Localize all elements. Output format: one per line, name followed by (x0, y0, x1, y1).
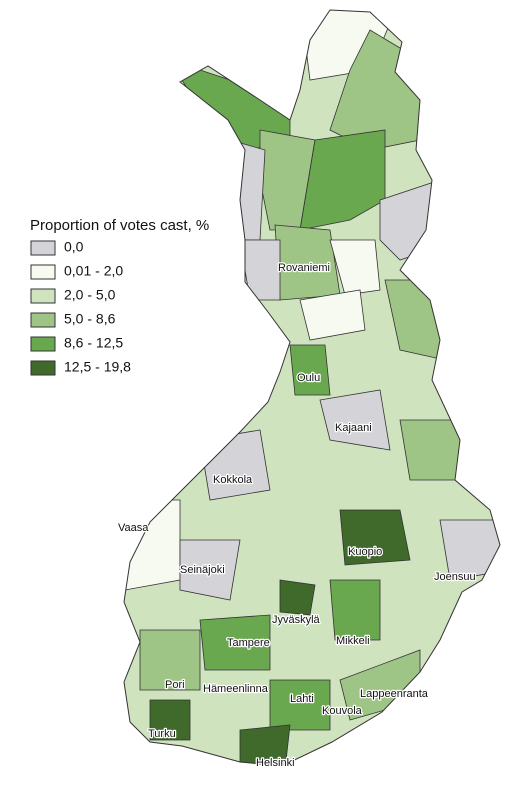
city-label: Kajaani (335, 422, 372, 434)
region (229, 139, 266, 241)
legend-label: 8,6 - 12,5 (64, 335, 123, 351)
city-label: Mikkeli (336, 635, 370, 647)
legend-title: Proportion of votes cast, % (30, 217, 209, 234)
legend-swatch (30, 360, 56, 376)
region (124, 499, 181, 591)
city-label: Kouvola (322, 705, 363, 717)
legend-label: 2,0 - 5,0 (64, 287, 116, 303)
region (239, 239, 281, 301)
region (399, 419, 461, 481)
legend: 0,0 0,01 - 2,0 2,0 - 5,0 5,0 - 8,6 8,6 - 12,… (30, 239, 131, 376)
city-label: Hämeenlinna (203, 683, 269, 695)
region (199, 614, 271, 671)
city-label: Jyväskylä (272, 614, 321, 626)
country-outline (123, 9, 501, 767)
region (239, 724, 291, 766)
city-label: Seinäjoki (180, 564, 225, 576)
region (299, 129, 386, 231)
region (269, 679, 331, 731)
city-labels: Rovaniemi Oulu Kajaani Kokkola Vaasa Kuopio Se… (117, 261, 477, 771)
city-label: Vaasa (118, 522, 149, 534)
city-label: Turku (148, 728, 176, 740)
city-label: Helsinki (256, 757, 295, 769)
legend-swatch (30, 288, 56, 304)
city-label: Lappeenranta (360, 688, 429, 700)
region (279, 579, 316, 616)
region (329, 239, 381, 296)
city-label: Kokkola (213, 474, 253, 486)
legend-swatch (30, 264, 56, 280)
city-label: Lahti (290, 693, 314, 705)
region (149, 699, 191, 741)
legend-swatch (30, 240, 56, 256)
region (199, 429, 271, 501)
legend-label: 5,0 - 8,6 (64, 311, 116, 327)
legend-label: 0,01 - 2,0 (64, 263, 123, 279)
city-label: Tampere (227, 637, 270, 649)
region (179, 539, 241, 601)
city-label: Kuopio (348, 546, 382, 558)
city-label: Pori (165, 679, 185, 691)
city-label: Joensuu (434, 571, 476, 583)
region (339, 509, 411, 566)
region (289, 344, 331, 396)
region (139, 629, 201, 691)
legend-swatch (30, 312, 56, 328)
city-label: Rovaniemi (278, 262, 330, 274)
region (319, 389, 391, 451)
legend-swatch (30, 336, 56, 352)
city-label: Oulu (297, 372, 320, 384)
region (329, 579, 381, 641)
region (299, 289, 366, 341)
legend-label: 0,0 (64, 239, 84, 255)
legend-label: 12,5 - 19,8 (64, 359, 131, 375)
